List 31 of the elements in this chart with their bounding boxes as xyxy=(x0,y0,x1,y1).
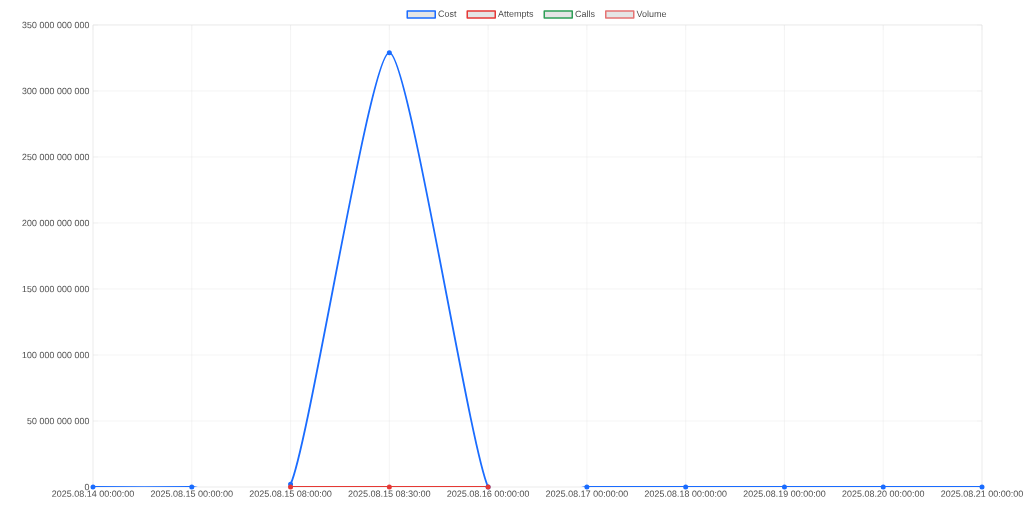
legend-label: Cost xyxy=(438,10,457,17)
y-tick-label: 0 xyxy=(84,483,90,491)
point xyxy=(979,484,985,490)
x-tick-label: 2025.08.18 00:00:00 xyxy=(644,490,727,497)
y-tick-label: 300 000 000 000 xyxy=(22,87,90,95)
legend-label: Calls xyxy=(575,10,595,18)
point xyxy=(386,484,392,490)
y-tick-label: 50 000 000 000 xyxy=(27,417,90,425)
point xyxy=(386,50,392,56)
point xyxy=(90,484,96,490)
y-tick-label: 350 000 000 000 xyxy=(22,21,90,29)
x-tick-label: 2025.08.15 00:00:00 xyxy=(150,490,233,497)
x-tick-label: 2025.08.21 00:00:00 xyxy=(941,490,1023,497)
point xyxy=(880,484,886,490)
y-tick-label: 250 000 000 000 xyxy=(22,153,90,161)
point xyxy=(189,484,195,490)
y-tick-label: 200 000 000 000 xyxy=(22,219,90,227)
x-tick-label: 2025.08.16 00:00:00 xyxy=(447,490,530,497)
x-tick-label: 2025.08.15 08:30:00 xyxy=(348,490,431,497)
x-tick-label: 2025.08.17 00:00:00 xyxy=(546,490,628,497)
y-tick-label: 150 000 000 000 xyxy=(22,285,90,293)
point xyxy=(683,484,689,490)
legend-label: Attempts xyxy=(498,10,534,19)
x-tick-label: 2025.08.14 00:00:00 xyxy=(52,490,134,497)
x-tick-label: 2025.08.19 00:00:00 xyxy=(743,490,826,497)
x-tick-label: 2025.08.20 00:00:00 xyxy=(842,490,925,497)
y-tick-label: 100 000 000 000 xyxy=(22,351,90,359)
point xyxy=(781,484,787,490)
legend-label: Volume xyxy=(636,10,667,18)
point xyxy=(584,484,590,490)
x-tick-label: 2025.08.15 08:00:00 xyxy=(249,490,332,497)
